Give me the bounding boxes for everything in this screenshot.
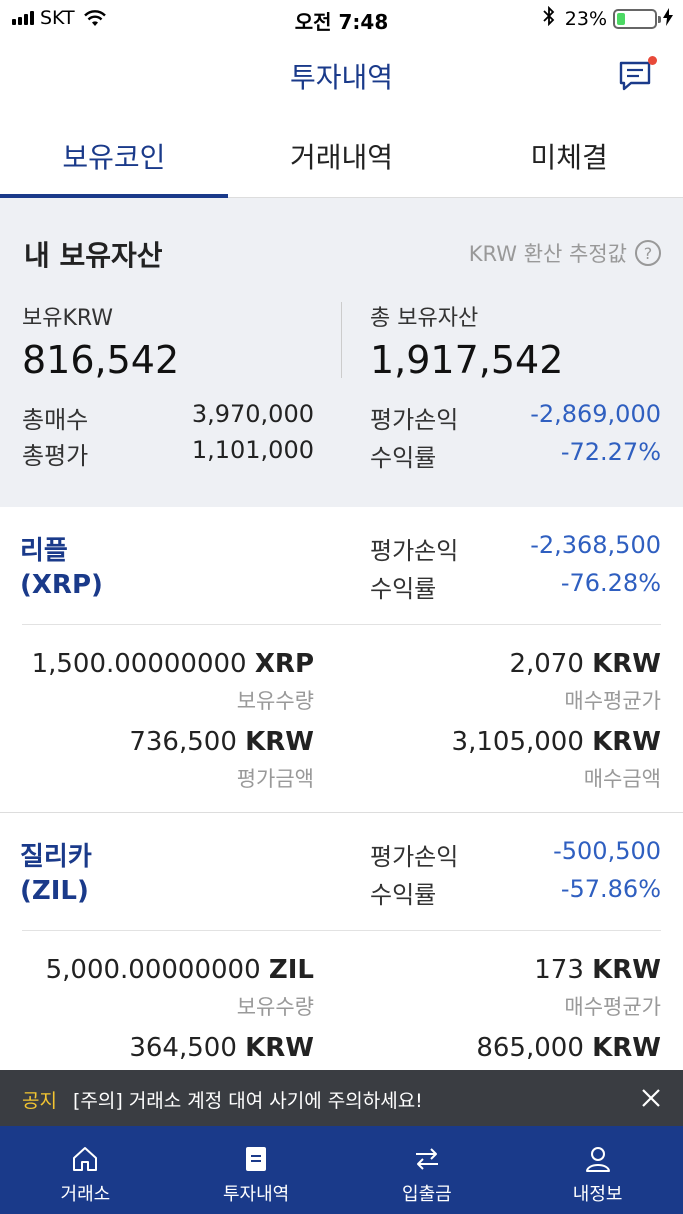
buy-amount-label: 매수금액 bbox=[583, 767, 661, 791]
eval-amount-unit: KRW bbox=[245, 727, 314, 757]
help-icon[interactable]: ? bbox=[635, 240, 661, 266]
notice-text[interactable]: [주의] 거래소 계정 대여 사기에 주의하세요! bbox=[73, 1090, 423, 1112]
home-icon bbox=[73, 1147, 98, 1171]
holding-quantity-unit: XRP bbox=[254, 649, 314, 679]
eval-amount-number: 364,500 bbox=[129, 1033, 237, 1063]
coin-symbol: (ZIL) bbox=[20, 876, 89, 906]
carrier-label: SKT bbox=[40, 7, 75, 29]
divider bbox=[341, 302, 342, 378]
held-krw-value: 816,542 bbox=[22, 338, 180, 382]
app-header: 투자내역 bbox=[0, 38, 683, 116]
holding-quantity: 5,000.00000000 ZIL bbox=[46, 955, 314, 985]
avg-buy-price-unit: KRW bbox=[592, 955, 661, 985]
nav-label: 내정보 bbox=[572, 1184, 623, 1205]
avg-buy-price: 173 KRW bbox=[534, 955, 661, 985]
pnl-label: 평가손익 bbox=[370, 406, 459, 434]
coin-name: 질리카 bbox=[20, 842, 92, 872]
krw-note-label: KRW 환산 추정값 bbox=[468, 242, 627, 266]
coin-return-label: 수익률 bbox=[370, 575, 437, 603]
coin-symbol: (XRP) bbox=[20, 570, 103, 600]
document-icon bbox=[246, 1147, 267, 1171]
holding-quantity-number: 5,000.00000000 bbox=[45, 955, 261, 985]
summary-title: 내 보유자산 bbox=[24, 239, 163, 272]
buy-amount-number: 3,105,000 bbox=[451, 727, 584, 757]
coin-pnl-label: 평가손익 bbox=[370, 843, 459, 871]
total-assets-label: 총 보유자산 bbox=[370, 306, 479, 331]
transfer-icon bbox=[415, 1148, 438, 1170]
divider bbox=[0, 812, 683, 813]
held-krw-label: 보유KRW bbox=[22, 306, 114, 331]
notice-banner[interactable]: 공지 [주의] 거래소 계정 대여 사기에 주의하세요! bbox=[0, 1070, 683, 1126]
tab-bar: 보유코인 거래내역 미체결 bbox=[0, 116, 683, 198]
holding-quantity-unit: ZIL bbox=[268, 955, 314, 985]
buy-amount-unit: KRW bbox=[592, 1033, 661, 1063]
buy-amount: 865,000 KRW bbox=[476, 1033, 661, 1063]
wifi-icon bbox=[83, 10, 106, 26]
coin-return-label: 수익률 bbox=[370, 881, 437, 909]
page-title: 투자내역 bbox=[289, 61, 394, 94]
eval-amount: 736,500 KRW bbox=[129, 727, 314, 757]
return-label: 수익률 bbox=[370, 444, 437, 472]
return-value: -72.27% bbox=[560, 438, 661, 466]
coin-pnl-value: -500,500 bbox=[553, 837, 661, 865]
coin-card-xrp[interactable]: 리플 (XRP) 평가손익 -2,368,500 수익률 -76.28% 1,5… bbox=[0, 507, 683, 813]
holding-quantity: 1,500.00000000 XRP bbox=[32, 649, 314, 679]
signal-icon bbox=[12, 11, 34, 25]
avg-buy-price: 2,070 KRW bbox=[509, 649, 661, 679]
nav-label: 거래소 bbox=[60, 1184, 111, 1205]
avg-buy-price-number: 173 bbox=[534, 955, 584, 985]
tab-holdings[interactable]: 보유코인 bbox=[0, 116, 228, 198]
total-eval-label: 총평가 bbox=[22, 442, 89, 470]
tab-pending-orders[interactable]: 미체결 bbox=[530, 141, 608, 174]
buy-amount-unit: KRW bbox=[592, 727, 661, 757]
nav-exchange[interactable]: 거래소 bbox=[0, 1126, 171, 1214]
nav-my-info[interactable]: 내정보 bbox=[512, 1126, 683, 1214]
eval-amount-unit: KRW bbox=[245, 1033, 314, 1063]
status-bar: SKT 오전 7:48 23% bbox=[0, 0, 683, 38]
notice-tag: 공지 bbox=[22, 1090, 57, 1112]
battery-icon bbox=[613, 8, 661, 29]
avg-buy-price-unit: KRW bbox=[592, 649, 661, 679]
nav-deposit-withdraw[interactable]: 입출금 bbox=[342, 1126, 513, 1214]
holding-quantity-label: 보유수량 bbox=[236, 995, 314, 1019]
nav-label: 투자내역 bbox=[223, 1184, 290, 1205]
avg-buy-price-label: 매수평균가 bbox=[564, 995, 661, 1019]
notification-dot bbox=[648, 56, 657, 65]
krw-estimate-note[interactable]: KRW 환산 추정값 ? bbox=[469, 238, 661, 268]
charging-icon bbox=[663, 7, 673, 30]
bottom-nav: 거래소 투자내역 입출금 내정보 bbox=[0, 1126, 683, 1214]
close-icon[interactable] bbox=[639, 1086, 663, 1110]
total-buy-value: 3,970,000 bbox=[191, 400, 314, 428]
divider bbox=[22, 930, 661, 931]
coin-pnl-label: 평가손익 bbox=[370, 537, 459, 565]
pnl-value: -2,869,000 bbox=[530, 400, 661, 428]
coin-return-value: -57.86% bbox=[560, 875, 661, 903]
holding-quantity-number: 1,500.00000000 bbox=[31, 649, 247, 679]
total-buy-label: 총매수 bbox=[22, 406, 89, 434]
user-icon bbox=[585, 1147, 610, 1172]
divider bbox=[22, 624, 661, 625]
battery-percent: 23% bbox=[564, 7, 607, 30]
nav-label: 입출금 bbox=[402, 1184, 452, 1205]
eval-amount-number: 736,500 bbox=[129, 727, 237, 757]
coin-card-zil[interactable]: 질리카 (ZIL) 평가손익 -500,500 수익률 -57.86% 5,00… bbox=[0, 813, 683, 1070]
tab-trade-history[interactable]: 거래내역 bbox=[289, 141, 394, 174]
chat-icon[interactable] bbox=[617, 56, 657, 94]
coin-name: 리플 bbox=[20, 536, 68, 566]
avg-buy-price-number: 2,070 bbox=[509, 649, 584, 679]
coin-return-value: -76.28% bbox=[560, 569, 661, 597]
nav-investments[interactable]: 투자내역 bbox=[171, 1126, 342, 1214]
bluetooth-icon bbox=[543, 5, 555, 31]
eval-amount: 364,500 KRW bbox=[129, 1033, 314, 1063]
asset-summary: 내 보유자산 KRW 환산 추정값 ? 보유KRW 816,542 총 보유자산… bbox=[0, 198, 683, 507]
eval-amount-label: 평가금액 bbox=[236, 767, 314, 791]
holding-quantity-label: 보유수량 bbox=[236, 689, 314, 713]
avg-buy-price-label: 매수평균가 bbox=[564, 689, 661, 713]
buy-amount: 3,105,000 KRW bbox=[452, 727, 661, 757]
total-eval-value: 1,101,000 bbox=[191, 436, 314, 464]
total-assets-value: 1,917,542 bbox=[370, 338, 564, 382]
coin-pnl-value: -2,368,500 bbox=[530, 531, 661, 559]
buy-amount-number: 865,000 bbox=[476, 1033, 584, 1063]
